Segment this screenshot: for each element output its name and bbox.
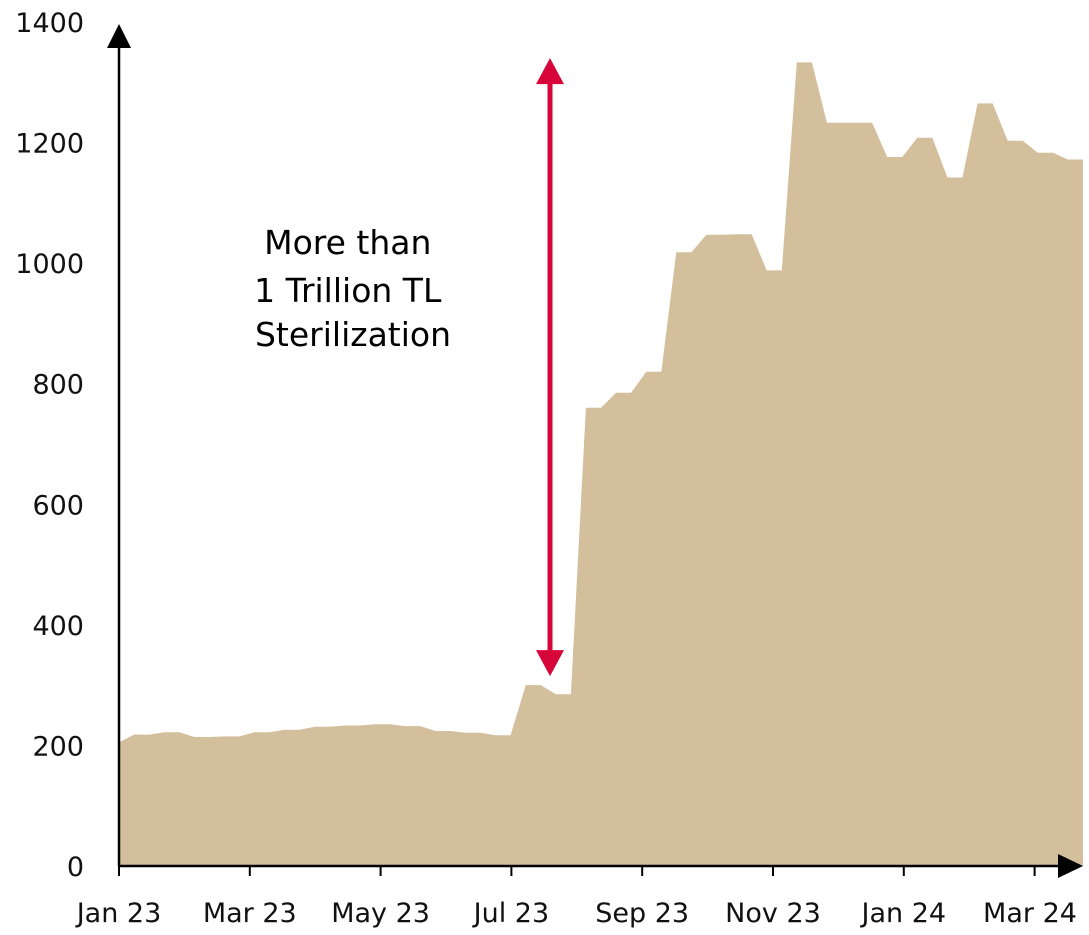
y-tick-label: 1400 — [15, 8, 84, 39]
y-tick-label: 600 — [32, 490, 84, 521]
y-tick-label: 800 — [32, 370, 84, 401]
y-axis-ticks: 0 200 400 600 800 1000 1200 1400 — [15, 8, 84, 883]
arrowhead-down — [536, 650, 564, 677]
y-tick-label: 400 — [32, 611, 84, 642]
arrowhead-up — [536, 58, 564, 85]
x-tick-label: Jan 24 — [860, 898, 947, 929]
sterilization-double-arrow — [536, 58, 564, 677]
x-tick-label: Nov 23 — [725, 898, 821, 929]
y-tick-label: 200 — [32, 731, 84, 762]
annotation-text: More than 1 Trillion TL Sterilization — [254, 223, 452, 354]
y-tick-label: 1000 — [15, 249, 84, 280]
x-tick-label: Sep 23 — [595, 898, 689, 929]
x-tick-label: May 23 — [331, 898, 430, 929]
x-tick-label: Mar 23 — [203, 898, 297, 929]
y-tick-label: 1200 — [15, 129, 84, 160]
annotation-line-2: 1 Trillion TL — [254, 271, 442, 310]
annotation-line-3: Sterilization — [255, 315, 451, 354]
x-tick-label: Jan 23 — [75, 898, 162, 929]
y-axis-arrowhead — [107, 24, 131, 48]
x-tick-label: Jul 23 — [472, 898, 550, 929]
x-axis-arrowhead — [1058, 854, 1083, 878]
annotation-line-1: More than — [264, 223, 431, 262]
x-tick-label: Mar 24 — [983, 898, 1077, 929]
y-tick-label: 0 — [67, 852, 84, 883]
area-series — [119, 62, 1083, 866]
x-axis-ticks: Jan 23 Mar 23 May 23 Jul 23 Sep 23 Nov 23 Jan … — [75, 866, 1077, 929]
